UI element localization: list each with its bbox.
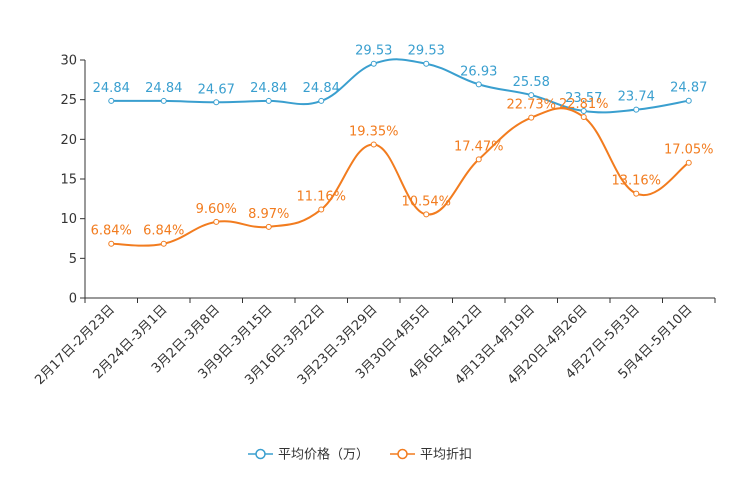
legend-label: 平均价格（万） (278, 447, 369, 463)
y-tick-label: 5 (69, 252, 77, 267)
data-label: 24.84 (145, 81, 182, 96)
data-label: 8.97% (248, 207, 289, 222)
data-label: 6.84% (143, 224, 184, 239)
data-label: 17.47% (454, 139, 504, 154)
data-label: 22.81% (559, 97, 609, 112)
y-tick-label: 30 (60, 54, 77, 69)
data-label: 11.16% (296, 189, 346, 204)
data-point[interactable] (213, 218, 220, 225)
data-label: 23.57 (565, 91, 602, 106)
series-group: 24.84 24.84 24.67 24.84 24.84 29.53 29.53 26.93… (91, 44, 714, 247)
data-point[interactable] (265, 97, 272, 104)
data-label: 17.05% (664, 143, 714, 158)
data-point[interactable] (160, 240, 167, 247)
series-line (111, 58, 689, 114)
data-point[interactable] (318, 97, 325, 104)
data-point[interactable] (423, 211, 430, 218)
data-point[interactable] (370, 60, 377, 67)
data-label: 19.35% (349, 124, 399, 139)
data-point[interactable] (108, 97, 115, 104)
data-point[interactable] (528, 92, 535, 99)
data-label: 24.67 (198, 82, 235, 97)
data-label: 24.87 (670, 81, 707, 96)
data-label: 13.16% (611, 174, 661, 189)
y-tick-label: 10 (60, 212, 77, 227)
data-point[interactable] (318, 206, 325, 213)
data-point[interactable] (580, 108, 587, 115)
data-label: 25.58 (513, 75, 550, 90)
series-line (111, 107, 690, 247)
data-label: 10.54% (401, 194, 451, 209)
series-2: 6.84% 6.84% 9.60% 8.97% 11.16% 19.35% 10.54% 17… (91, 97, 714, 247)
data-point[interactable] (580, 114, 587, 121)
data-point[interactable] (423, 60, 430, 67)
data-label: 26.93 (460, 64, 497, 79)
data-label: 24.84 (250, 81, 287, 96)
x-axis: 2月17日-2月23日2月24日-3月1日3月2日-3月8日3月9日-3月15日… (32, 297, 716, 388)
y-tick-label: 0 (69, 292, 77, 307)
data-label: 29.53 (355, 44, 392, 59)
data-label: 23.74 (618, 90, 655, 105)
data-point[interactable] (528, 114, 535, 121)
data-label: 9.60% (196, 202, 237, 217)
data-label: 24.84 (303, 81, 340, 96)
data-point[interactable] (685, 97, 692, 104)
series-1: 24.84 24.84 24.67 24.84 24.84 29.53 29.53 26.93… (93, 44, 707, 115)
data-point[interactable] (475, 81, 482, 88)
legend[interactable]: 平均价格（万） 平均折扣 (248, 447, 472, 463)
legend-marker (255, 448, 266, 460)
data-label: 24.84 (93, 81, 130, 96)
data-point[interactable] (475, 156, 482, 163)
data-point[interactable] (265, 223, 272, 230)
data-point[interactable] (633, 106, 640, 113)
y-tick-label: 20 (60, 133, 77, 148)
data-point[interactable] (108, 240, 115, 247)
data-point[interactable] (685, 159, 692, 166)
data-label: 6.84% (91, 224, 132, 239)
legend-item-2[interactable]: 平均折扣 (390, 448, 472, 463)
data-label: 29.53 (408, 44, 445, 59)
data-point[interactable] (160, 97, 167, 104)
data-label: 22.73% (506, 98, 556, 113)
data-point[interactable] (213, 99, 220, 106)
y-tick-label: 15 (60, 173, 77, 188)
data-point[interactable] (633, 190, 640, 197)
legend-item-1[interactable]: 平均价格（万） (248, 447, 369, 463)
legend-marker (397, 448, 408, 460)
data-point[interactable] (370, 141, 377, 148)
y-axis: 0 5 10 15 20 25 30 (60, 54, 86, 307)
legend-label: 平均折扣 (420, 448, 472, 463)
y-tick-label: 25 (60, 93, 77, 108)
